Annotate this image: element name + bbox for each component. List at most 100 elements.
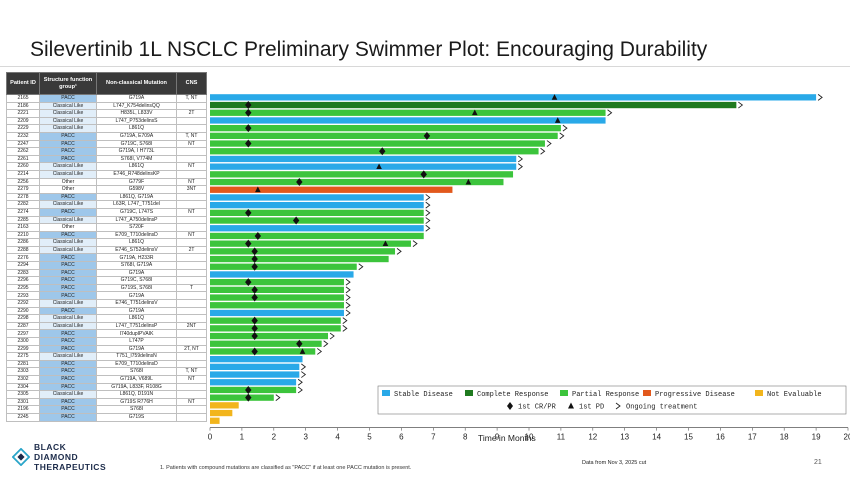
cr-pr-diamond-marker	[379, 147, 386, 156]
x-tick-label: 12	[588, 433, 597, 442]
data-cut-date: Data from Nov 3, 2025 cut	[582, 460, 647, 466]
cr-pr-diamond-marker	[296, 339, 303, 348]
x-tick-label: 5	[367, 433, 372, 442]
ongoing-arrow-icon	[301, 371, 307, 378]
table-row: 2292 Classical Like E746_T751delinsV	[6, 299, 207, 308]
swimmer-bar	[210, 140, 545, 147]
swimmer-bar	[210, 363, 300, 370]
x-tick-label: 16	[716, 433, 725, 442]
swimmer-bar	[210, 309, 344, 317]
ongoing-arrow-icon	[738, 101, 744, 109]
header-non-classical-mutation: Non-classical Mutation	[96, 72, 177, 95]
pd-triangle-marker	[255, 186, 261, 193]
ongoing-arrow-icon	[425, 194, 431, 201]
ongoing-arrow-icon	[425, 201, 431, 209]
cr-pr-diamond-marker	[296, 178, 303, 187]
title-divider	[0, 66, 850, 67]
cr-pr-diamond-marker	[245, 239, 252, 248]
legend-label: Ongoing treatment	[626, 404, 697, 412]
x-tick-label: 11	[557, 433, 566, 442]
legend-swatch	[465, 390, 473, 396]
swimmer-bar	[210, 232, 424, 240]
ongoing-arrow-icon	[342, 324, 348, 332]
legend-label: Progressive Disease	[655, 391, 735, 399]
table-row: 2165 PACC G719A T, NT	[6, 94, 207, 103]
ongoing-arrow-icon	[323, 340, 329, 348]
ongoing-arrow-icon	[345, 294, 351, 301]
swimmer-bar	[210, 125, 561, 132]
x-tick-label: 8	[463, 433, 468, 442]
swimmer-bar	[210, 409, 233, 417]
swimmer-bar	[210, 132, 558, 139]
ongoing-arrow-icon	[425, 217, 431, 224]
x-tick-label: 3	[303, 433, 308, 442]
swimmer-bar	[210, 209, 424, 216]
cr-pr-diamond-marker	[251, 285, 258, 294]
swimmer-bar	[210, 217, 424, 224]
swimmer-bar	[210, 94, 817, 101]
cr-pr-diamond-marker	[251, 324, 258, 333]
swimmer-bar	[210, 271, 354, 278]
pd-triangle-marker	[554, 117, 561, 123]
cr-pr-diamond-marker	[254, 231, 262, 240]
logo-text-line3: THERAPEUTICS	[34, 462, 107, 472]
x-tick-label: 17	[748, 433, 757, 442]
ongoing-arrow-icon	[425, 224, 431, 232]
cr-pr-diamond-marker	[245, 385, 252, 394]
swimmer-bar	[210, 240, 411, 247]
swimmer-bar	[210, 171, 514, 178]
header-patient-id: Patient ID	[6, 72, 40, 95]
x-tick-label: 10	[525, 433, 534, 442]
x-tick-label: 4	[335, 433, 340, 442]
swimmer-bar	[210, 332, 329, 340]
diamond-logo-icon	[12, 448, 30, 466]
ongoing-arrow-icon	[316, 348, 323, 355]
cr-pr-diamond-marker	[251, 247, 258, 256]
ongoing-arrow-icon	[546, 140, 552, 147]
swimmer-bar	[210, 279, 344, 286]
swimmer-bar	[210, 163, 517, 170]
legend-label: Partial Response	[572, 391, 639, 399]
ongoing-arrow-icon	[345, 301, 351, 309]
table-row: 2303 PACC S768I T, NT	[6, 367, 207, 376]
legend-swatch	[643, 390, 651, 396]
x-tick-label: 20	[844, 433, 850, 442]
ongoing-arrow-icon	[517, 163, 523, 171]
header-cns: CNS	[176, 72, 207, 95]
swimmer-bar	[210, 348, 316, 355]
swimmer-bar	[210, 248, 396, 255]
table-row: 2214 Classical Like E746_R748delinsKP	[6, 169, 207, 179]
swimmer-bar	[210, 386, 297, 394]
swimmer-bar	[210, 394, 274, 401]
ongoing-arrow-icon	[345, 286, 351, 294]
ongoing-arrow-icon	[297, 386, 303, 394]
logo-text-line2: DIAMOND	[34, 452, 79, 462]
swimmer-bar	[210, 402, 239, 409]
x-tick-label: 19	[812, 433, 821, 442]
cr-pr-diamond-marker	[251, 347, 258, 356]
legend-swatch	[382, 390, 390, 396]
ongoing-arrow-icon	[425, 209, 431, 217]
ongoing-arrow-icon	[345, 278, 351, 286]
cr-pr-diamond-marker	[245, 124, 252, 133]
header-structure-function-group: Structure function group¹	[39, 72, 97, 95]
swimmer-bar	[210, 294, 344, 301]
swimmer-bar	[210, 356, 303, 363]
x-tick-label: 1	[240, 433, 245, 442]
ongoing-arrow-icon	[342, 317, 348, 325]
pd-triangle-marker	[382, 240, 389, 247]
table-header-row: Patient ID Structure function group¹ Non…	[6, 72, 207, 95]
x-tick-label: 14	[652, 433, 661, 442]
footnote: 1. Patients with compound mutations are …	[160, 465, 412, 471]
pd-triangle-marker	[376, 163, 382, 170]
x-tick-label: 2	[272, 433, 277, 442]
swimmer-bar	[210, 417, 220, 424]
swimmer-bar	[210, 194, 424, 201]
x-tick-label: 13	[620, 433, 629, 442]
cr-pr-diamond-marker	[420, 170, 427, 179]
cell-cns	[176, 412, 207, 422]
ongoing-arrow-icon	[275, 394, 281, 402]
x-tick-label: 6	[399, 433, 404, 442]
ongoing-arrow-icon	[345, 309, 351, 317]
